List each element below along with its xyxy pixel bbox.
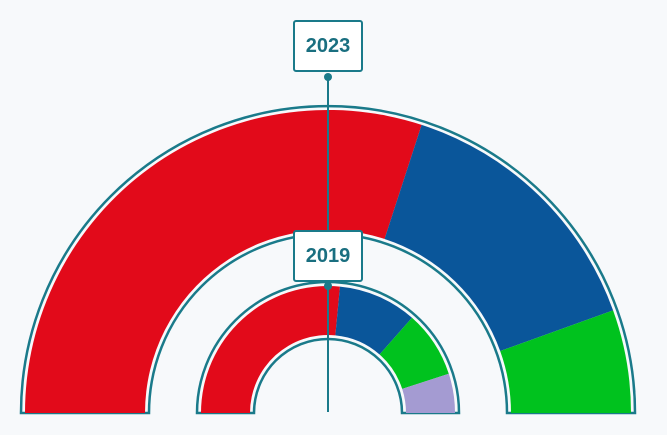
ring-2023-slice-1	[25, 110, 422, 413]
leader-dot-2019	[324, 282, 332, 290]
ring-2019-slice-1	[201, 286, 340, 413]
ring-2023-slice-2	[384, 124, 614, 352]
ring-2019	[195, 280, 461, 415]
year-label-2023: 2023	[293, 20, 363, 72]
ring-2019-slice-3	[379, 317, 449, 389]
year-label-2019: 2019	[293, 230, 363, 282]
ring-2023-slice-3	[500, 310, 631, 413]
ring-2019-slice-4	[402, 373, 455, 413]
ring-2019-slice-2	[335, 286, 412, 355]
ring-2023	[19, 104, 637, 415]
leader-dot-2023	[324, 73, 332, 81]
